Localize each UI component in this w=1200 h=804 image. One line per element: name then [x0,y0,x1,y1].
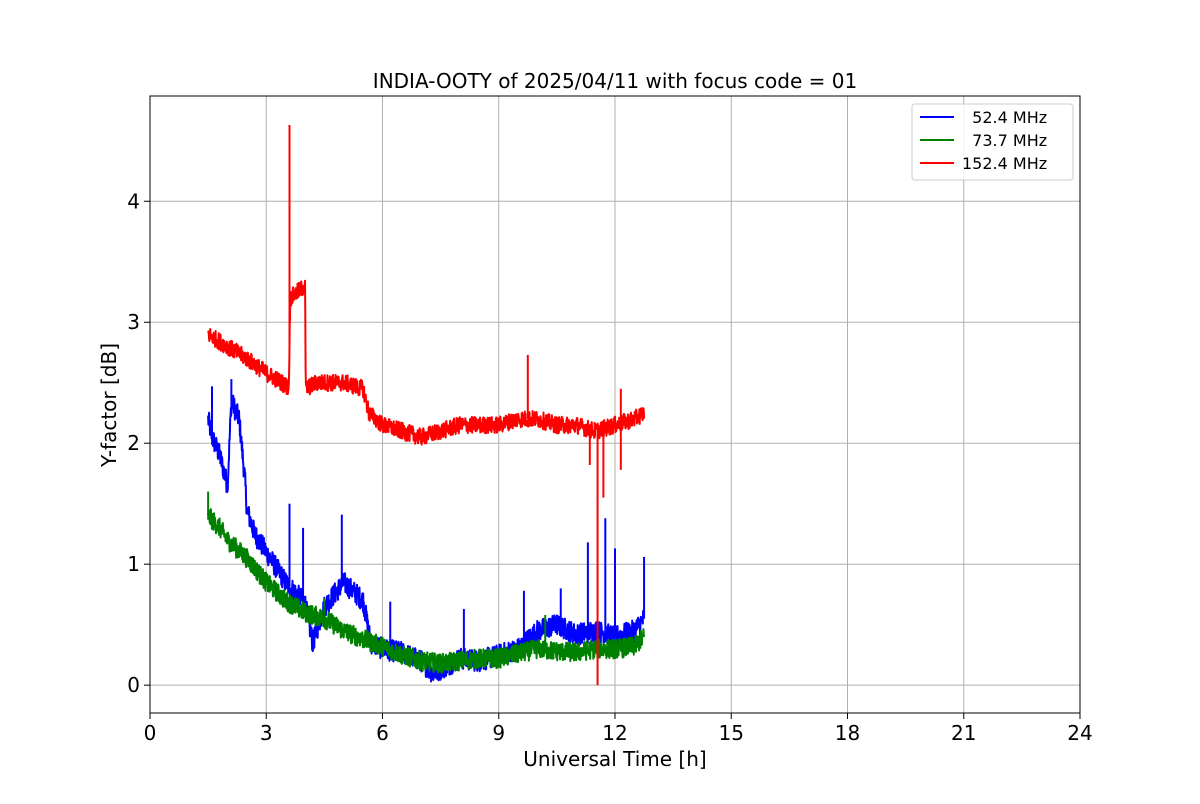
y-axis-label: Y-factor [dB] [97,343,121,468]
chart-title: INDIA-OOTY of 2025/04/11 with focus code… [373,69,857,93]
x-tick-label: 3 [260,721,273,745]
y-tick-label: 3 [127,310,140,334]
x-tick-label: 6 [376,721,389,745]
series-line-1524mhz [207,279,646,446]
x-tick-label: 9 [492,721,505,745]
x-axis-label: Universal Time [h] [523,747,706,771]
x-tick-label: 21 [951,721,976,745]
legend-box [911,103,1074,181]
y-tick-label: 2 [127,431,140,455]
series-line-737mhz [207,508,646,674]
x-tick-label: 15 [719,721,744,745]
x-tick-label: 0 [144,721,157,745]
x-tick-label: 24 [1067,721,1092,745]
series-lines [207,125,646,686]
y-tick-label: 0 [127,673,140,697]
y-tick-label: 4 [127,189,140,213]
legend-label-73mhz: 73.7 MHz [962,131,1047,150]
series-line-524mhz [207,394,645,683]
x-tick-label: 12 [602,721,627,745]
legend-label-52mhz: 52.4 MHz [962,108,1047,127]
legend: 52.4 MHz 73.7 MHz 152.4 MHz [911,103,1074,181]
legend-label-152mhz: 152.4 MHz [962,154,1047,173]
x-tick-label: 18 [835,721,860,745]
y-tick-label: 1 [127,552,140,576]
